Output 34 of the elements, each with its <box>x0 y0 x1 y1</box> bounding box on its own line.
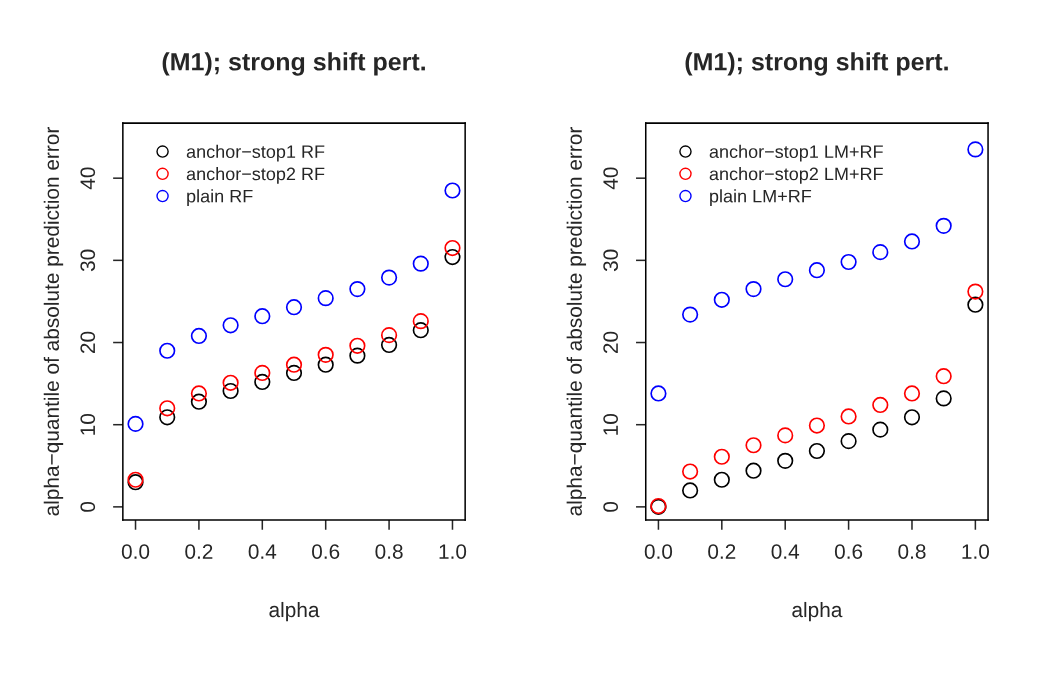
x-tick-label: 1.0 <box>439 544 467 559</box>
x-tick-label: 0.8 <box>375 544 403 559</box>
x-tick-label: 1.0 <box>962 544 990 559</box>
legend-label: anchor−stop2 LM+RF <box>709 167 883 184</box>
legend-label: plain RF <box>187 189 253 207</box>
y-tick-label: 30 <box>80 249 96 272</box>
y-tick-label: 10 <box>80 413 96 435</box>
y-tick-label: 0 <box>80 501 96 512</box>
x-tick-label: 0.4 <box>248 544 277 559</box>
x-axis-title: alpha <box>269 601 320 622</box>
chart-title: (M1); strong shift pert. <box>162 52 425 76</box>
legend-label: anchor−stop1 RF <box>186 144 325 162</box>
x-tick-label: 0.2 <box>185 544 213 559</box>
y-axis-title: alpha−quantile of absolute prediction error <box>43 127 64 516</box>
x-tick-label: 0.0 <box>644 544 673 559</box>
x-tick-label: 0.4 <box>771 544 800 559</box>
x-axis-title: alpha <box>792 601 843 622</box>
x-tick-label: 0.8 <box>898 544 926 559</box>
x-tick-label: 0.6 <box>834 544 863 559</box>
chart-title: (M1); strong shift pert. <box>685 52 948 76</box>
legend-label: anchor−stop1 LM+RF <box>709 144 883 162</box>
legend-label: anchor−stop2 RF <box>186 167 325 184</box>
y-tick-label: 20 <box>603 331 619 354</box>
y-tick-label: 0 <box>603 501 619 512</box>
y-tick-label: 40 <box>80 167 96 190</box>
legend-label: plain LM+RF <box>710 189 812 207</box>
x-tick-label: 0.6 <box>312 544 340 559</box>
x-tick-label: 0.0 <box>121 544 150 559</box>
y-tick-label: 40 <box>603 167 619 190</box>
x-tick-label: 0.2 <box>708 544 736 559</box>
y-tick-label: 20 <box>80 331 96 354</box>
y-axis-title: alpha−quantile of absolute prediction error <box>566 127 587 516</box>
y-tick-label: 10 <box>603 413 619 435</box>
y-tick-label: 30 <box>603 249 619 272</box>
